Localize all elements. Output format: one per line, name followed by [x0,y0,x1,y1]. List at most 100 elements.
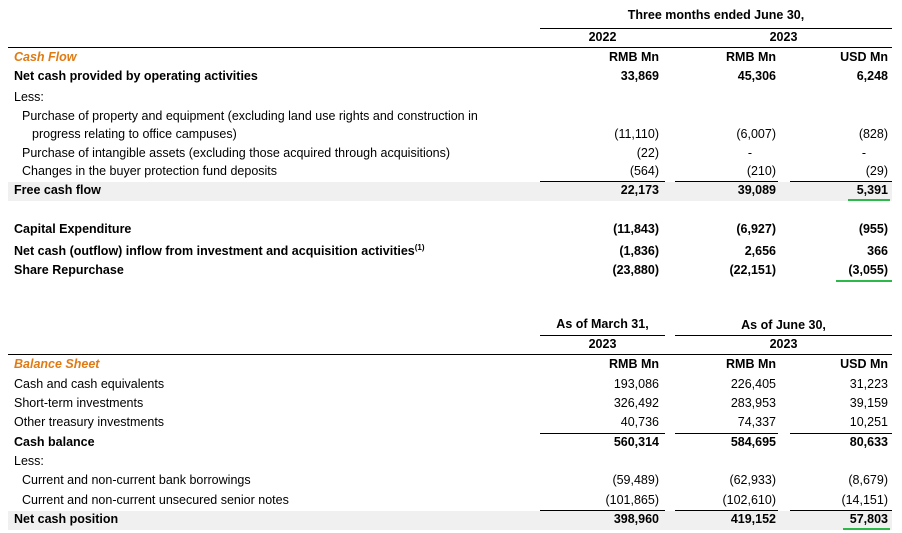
cell-value: (14,151) [841,493,888,507]
header-rule [540,28,892,29]
cell-value: (62,933) [729,473,776,487]
row-label: Purchase of property and equipment (excl… [22,109,478,123]
row-label: Free cash flow [14,183,101,197]
highlight-underline [848,199,890,201]
section-rule [8,47,892,48]
row-label: Share Repurchase [14,263,124,277]
total-rule [790,510,892,511]
total-rule [675,181,778,182]
cell-value: (102,610) [722,493,776,507]
table-row: Other treasury investments 40,736 74,337… [8,415,892,433]
year-2023-header: 2023 [769,30,798,44]
total-rule [540,181,665,182]
cell-value: - [747,146,752,160]
table-row: Less: [8,90,892,108]
row-label: Current and non-current unsecured senior… [22,493,289,507]
cell-value: - [861,146,866,160]
cell-value: 2,656 [744,244,776,258]
cell-value: 584,695 [730,435,776,449]
table-row: Free cash flow 22,173 39,089 5,391 [8,182,892,201]
cell-value: (828) [858,127,888,141]
cell-value: 57,803 [849,512,888,526]
row-label-text: Net cash (outflow) inflow from investmen… [14,244,415,258]
cell-value: (101,865) [605,493,659,507]
cell-value: (11,110) [614,127,659,141]
cell-value: (8,679) [848,473,888,487]
cell-value: 80,633 [849,435,888,449]
cell-value: 22,173 [620,183,659,197]
table-row: Cash and cash equivalents 193,086 226,40… [8,377,892,395]
balance-section-title: Balance Sheet [14,357,100,371]
cell-value: 6,248 [856,69,888,83]
table-row: Less: [8,454,892,472]
total-rule [540,433,665,434]
footnote-marker: (1) [414,242,425,252]
highlight-underline [836,280,892,282]
year-2022-header: 2022 [588,30,617,44]
march-header: As of March 31, [556,317,649,331]
cell-value: 326,492 [613,396,659,410]
unit-label: RMB Mn [609,357,659,371]
year-header: 2023 [588,337,617,351]
balance-title-row: Balance Sheet RMB Mn RMB Mn USD Mn [8,357,892,375]
row-label: Cash and cash equivalents [14,377,165,391]
section-rule [8,354,892,355]
cell-value: (3,055) [848,263,888,277]
cell-value: 193,086 [613,377,659,391]
cell-value: 419,152 [730,512,776,526]
unit-label: USD Mn [840,357,888,371]
row-label: Changes in the buyer protection fund dep… [22,164,278,178]
row-label: Purchase of intangible assets (excluding… [22,146,451,160]
total-rule [675,510,778,511]
header-rule [540,335,665,336]
cell-value: (955) [858,222,888,236]
cell-value: 39,089 [737,183,776,197]
cell-value: (6,927) [736,222,776,236]
unit-label: USD Mn [840,50,888,64]
cell-value: 39,159 [849,396,888,410]
cell-value: (564) [629,164,659,178]
cell-value: 398,960 [613,512,659,526]
table-row: Share Repurchase (23,880) (22,151) (3,05… [8,263,892,281]
row-label: Net cash position [14,512,119,526]
cell-value: 560,314 [613,435,659,449]
table-row: Net cash (outflow) inflow from investmen… [8,242,892,262]
table-row: Current and non-current bank borrowings … [8,473,892,491]
cell-value: 226,405 [730,377,776,391]
table-row: Purchase of intangible assets (excluding… [8,146,892,164]
cell-value: 45,306 [737,69,776,83]
row-label: Net cash (outflow) inflow from investmen… [14,242,425,258]
cell-value: (11,843) [613,222,659,236]
highlight-underline [843,528,890,530]
cell-value: 74,337 [737,415,776,429]
cell-value: (1,836) [619,244,659,258]
cell-value: (59,489) [612,473,659,487]
table-row: Net cash position 398,960 419,152 57,803 [8,511,892,530]
header-rule [675,335,892,336]
cashflow-section-title: Cash Flow [14,50,77,64]
table-row: Changes in the buyer protection fund dep… [8,164,892,182]
row-label: Less: [14,90,44,104]
cell-value: (6,007) [736,127,776,141]
cell-value: 366 [867,244,888,258]
total-rule [790,181,892,182]
cell-value: 40,736 [620,415,659,429]
year-header: 2023 [769,337,798,351]
cell-value: (29) [865,164,888,178]
cell-value: 33,869 [620,69,659,83]
total-rule [540,510,665,511]
cell-value: 31,223 [849,377,888,391]
table-row: Capital Expenditure (11,843) (6,927) (95… [8,222,892,240]
row-label: Other treasury investments [14,415,165,429]
table-row: Cash balance 560,314 584,695 80,633 [8,435,892,453]
cashflow-title-row: Cash Flow RMB Mn RMB Mn USD Mn [8,50,892,68]
table-row: Short-term investments 326,492 283,953 3… [8,396,892,414]
unit-label: RMB Mn [726,357,776,371]
cell-value: 283,953 [730,396,776,410]
cashflow-period-header: Three months ended June 30, [627,8,805,22]
cell-value: (210) [746,164,776,178]
row-label: Net cash provided by operating activitie… [14,69,258,83]
cell-value: 5,391 [856,183,888,197]
cell-value: (23,880) [612,263,659,277]
table-row: Purchase of property and equipment (excl… [8,109,892,127]
